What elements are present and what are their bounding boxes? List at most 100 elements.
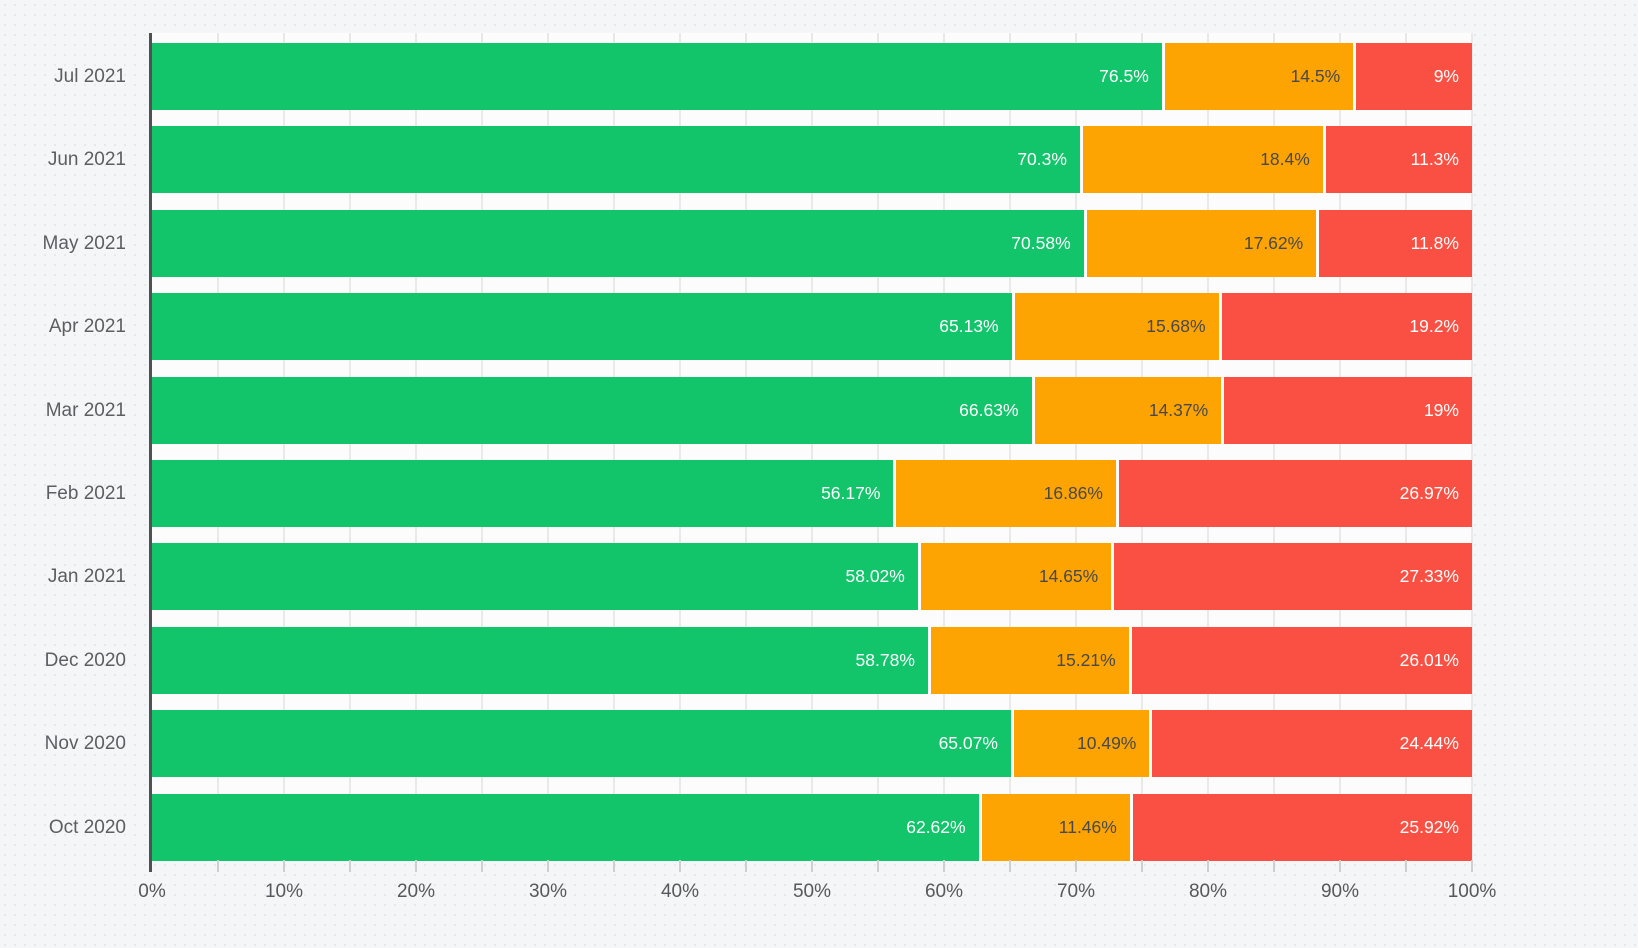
x-axis-tick: [1405, 860, 1407, 872]
segment-value-label: 15.68%: [1146, 316, 1206, 337]
gridlines-layer: [152, 33, 1473, 860]
x-axis-tick-label: 50%: [792, 881, 832, 902]
y-axis-label: Jun 2021: [47, 149, 126, 171]
x-axis-tick: [547, 860, 549, 872]
bar-segment-green[interactable]: 56.17%: [152, 459, 894, 527]
bar-segment-green[interactable]: 66.63%: [152, 376, 1032, 444]
bar-segment-red[interactable]: 27.33%: [1111, 543, 1472, 611]
bar-segment-red[interactable]: 19%: [1221, 376, 1472, 444]
gridline: [745, 33, 747, 860]
bar-track: 76.5% 14.5% 9%: [152, 43, 1472, 110]
y-axis-label: Mar 2021: [45, 399, 126, 421]
bar-segment-red[interactable]: 19.2%: [1218, 293, 1472, 361]
segment-value-label: 62.62%: [906, 816, 966, 837]
bar-segment-orange[interactable]: 16.86%: [893, 459, 1116, 527]
segment-value-label: 70.3%: [1017, 149, 1067, 170]
segment-value-label: 24.44%: [1399, 733, 1459, 754]
bar-row: Nov 2020 65.07% 10.49% 24.44%: [0, 710, 1472, 778]
bar-segment-orange[interactable]: 14.37%: [1031, 376, 1222, 444]
gridline: [1339, 33, 1341, 860]
x-axis-tick: [877, 860, 879, 872]
bar-segment-red[interactable]: 26.01%: [1128, 626, 1472, 694]
bar-segment-green[interactable]: 58.78%: [152, 626, 928, 694]
segment-value-label: 25.92%: [1399, 816, 1459, 837]
x-axis-tick-label: 60%: [924, 881, 964, 902]
x-axis-tick: [613, 860, 615, 872]
x-axis-tick: [943, 860, 945, 872]
bar-segment-green[interactable]: 70.58%: [152, 209, 1084, 277]
x-axis-tick: [217, 860, 219, 872]
segment-value-label: 14.5%: [1290, 66, 1341, 86]
segment-value-label: 27.33%: [1399, 566, 1459, 587]
x-axis-tick-label: 20%: [396, 881, 436, 902]
segment-value-label: 65.07%: [938, 733, 998, 754]
segment-value-label: 9%: [1433, 66, 1459, 86]
bar-rows: Jul 2021 76.5% 14.5% 9% Jun 2021 70.3% 18.4% 11…: [0, 43, 1472, 877]
y-axis-label: Nov 2020: [44, 733, 126, 755]
x-axis-tick: [811, 860, 813, 872]
bar-segment-green[interactable]: 58.02%: [152, 543, 918, 611]
bar-segment-red[interactable]: 9%: [1353, 43, 1472, 110]
x-axis-tick-label: 80%: [1188, 881, 1228, 902]
bar-track: 58.78% 15.21% 26.01%: [152, 626, 1472, 694]
bar-segment-green[interactable]: 65.13%: [152, 293, 1012, 361]
x-axis-tick: [745, 860, 747, 872]
x-axis-tick: [349, 860, 351, 872]
bar-row: Jul 2021 76.5% 14.5% 9%: [0, 43, 1472, 110]
bar-segment-red[interactable]: 25.92%: [1129, 793, 1472, 861]
x-axis-tick-label: 100%: [1447, 881, 1497, 902]
x-axis-tick-label: 90%: [1320, 881, 1360, 902]
gridline: [1075, 33, 1077, 860]
bar-segment-green[interactable]: 70.3%: [152, 126, 1080, 194]
x-axis-tick-label: 70%: [1056, 881, 1096, 902]
x-axis-tick: [1273, 860, 1275, 872]
x-axis-tick: [1471, 860, 1473, 872]
segment-value-label: 70.58%: [1011, 232, 1071, 253]
bar-segment-orange[interactable]: 11.46%: [978, 793, 1130, 861]
gridline: [1273, 33, 1275, 860]
bar-segment-green[interactable]: 76.5%: [152, 43, 1162, 110]
bar-segment-green[interactable]: 62.62%: [152, 793, 979, 861]
y-axis-line: [149, 33, 152, 872]
y-axis-label: Apr 2021: [48, 316, 126, 338]
bar-segment-orange[interactable]: 14.5%: [1161, 43, 1354, 110]
segment-value-label: 76.5%: [1099, 66, 1149, 86]
bar-segment-red[interactable]: 11.8%: [1316, 209, 1472, 277]
bar-segment-red[interactable]: 11.3%: [1322, 126, 1472, 194]
gridline: [1471, 33, 1473, 860]
x-axis-tick: [1009, 860, 1011, 872]
bar-segment-orange[interactable]: 15.21%: [927, 626, 1129, 694]
x-axis-tick: [1339, 860, 1341, 872]
bar-segment-green[interactable]: 65.07%: [152, 710, 1011, 778]
gridline: [547, 33, 549, 860]
x-axis-tick: [679, 860, 681, 872]
bar-track: 56.17% 16.86% 26.97%: [152, 459, 1472, 527]
y-axis-label: May 2021: [42, 232, 126, 254]
bar-row: Mar 2021 66.63% 14.37% 19%: [0, 376, 1472, 444]
x-axis-tick-label: 10%: [264, 881, 304, 902]
gridline: [613, 33, 615, 860]
x-axis-tick: [1075, 860, 1077, 872]
gridline: [415, 33, 417, 860]
x-axis-tick: [481, 860, 483, 872]
bar-segment-orange[interactable]: 17.62%: [1083, 209, 1317, 277]
segment-value-label: 56.17%: [821, 482, 881, 503]
segment-value-label: 11.46%: [1058, 816, 1117, 837]
segment-value-label: 58.02%: [845, 566, 905, 587]
bar-segment-red[interactable]: 26.97%: [1115, 459, 1472, 527]
x-axis-labels: 0% 10% 20% 30% 40% 50% 60% 70% 80% 90% 100%: [138, 881, 1496, 907]
x-axis-tick-label: 30%: [528, 881, 568, 902]
bar-segment-orange[interactable]: 15.68%: [1011, 293, 1219, 361]
gridline: [217, 33, 219, 860]
bar-segment-red[interactable]: 24.44%: [1149, 710, 1472, 778]
bar-segment-orange[interactable]: 14.65%: [917, 543, 1112, 611]
gridline: [877, 33, 879, 860]
segment-value-label: 65.13%: [939, 316, 999, 337]
bar-row: Oct 2020 62.62% 11.46% 25.92%: [0, 793, 1472, 861]
bar-segment-orange[interactable]: 18.4%: [1079, 126, 1323, 194]
gridline: [1207, 33, 1209, 860]
bar-segment-orange[interactable]: 10.49%: [1010, 710, 1150, 778]
segment-value-label: 19%: [1423, 399, 1459, 420]
bar-track: 62.62% 11.46% 25.92%: [152, 793, 1472, 861]
